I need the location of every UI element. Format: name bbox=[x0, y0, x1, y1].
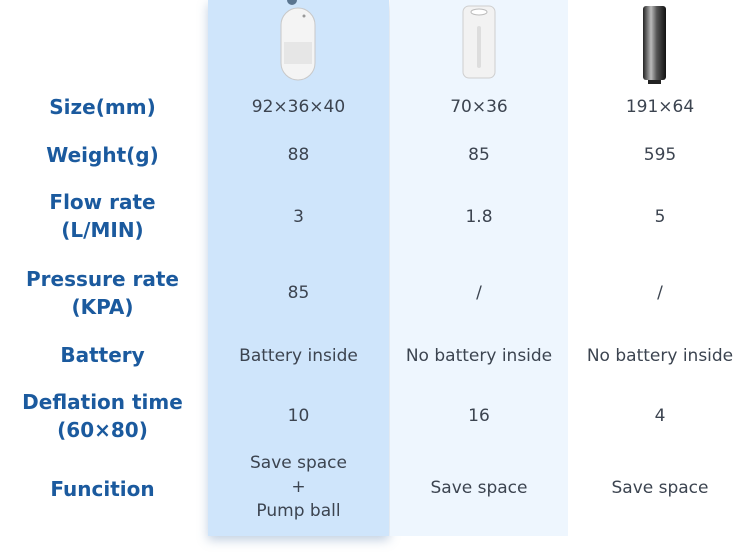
label-weight: Weight(g) bbox=[46, 143, 159, 167]
p3-size: 191×64 bbox=[625, 97, 695, 117]
product-image-3 bbox=[643, 6, 666, 84]
p2-size: 70×36 bbox=[450, 97, 508, 117]
label-pressure-rate: Pressure rate (KPA) bbox=[25, 267, 179, 319]
label-battery: Battery bbox=[60, 343, 145, 367]
p1-size: 92×36×40 bbox=[251, 97, 346, 117]
p3-flow: 5 bbox=[654, 207, 666, 227]
p2-weight: 85 bbox=[468, 145, 490, 165]
p2-pressure: / bbox=[476, 283, 482, 303]
p1-battery: Battery inside bbox=[239, 346, 358, 366]
p1-weight: 88 bbox=[287, 145, 310, 165]
p1-flow: 3 bbox=[293, 207, 304, 227]
label-size: Size(mm) bbox=[49, 95, 156, 119]
p3-deflation: 4 bbox=[654, 406, 666, 426]
p3-function: Save space bbox=[611, 478, 709, 498]
p3-weight: 595 bbox=[643, 145, 677, 165]
p2-flow: 1.8 bbox=[465, 207, 493, 227]
p1-function: Save space + Pump ball bbox=[249, 453, 347, 521]
p1-pressure: 85 bbox=[287, 283, 310, 303]
p1-deflation: 10 bbox=[287, 406, 310, 426]
product-image-1 bbox=[280, 0, 316, 81]
p2-battery: No battery inside bbox=[405, 346, 553, 366]
label-deflation-time: Deflation time (60×80) bbox=[22, 390, 183, 442]
p2-deflation: 16 bbox=[468, 406, 490, 426]
highlight-column bbox=[208, 0, 389, 536]
product-image-2 bbox=[462, 5, 496, 79]
label-function: Funcition bbox=[50, 477, 155, 501]
column-2-bg bbox=[390, 0, 568, 536]
p2-function: Save space bbox=[430, 478, 528, 498]
p3-pressure: / bbox=[657, 283, 663, 303]
p3-battery: No battery inside bbox=[586, 346, 734, 366]
label-flow-rate: Flow rate (L/MIN) bbox=[49, 190, 156, 242]
